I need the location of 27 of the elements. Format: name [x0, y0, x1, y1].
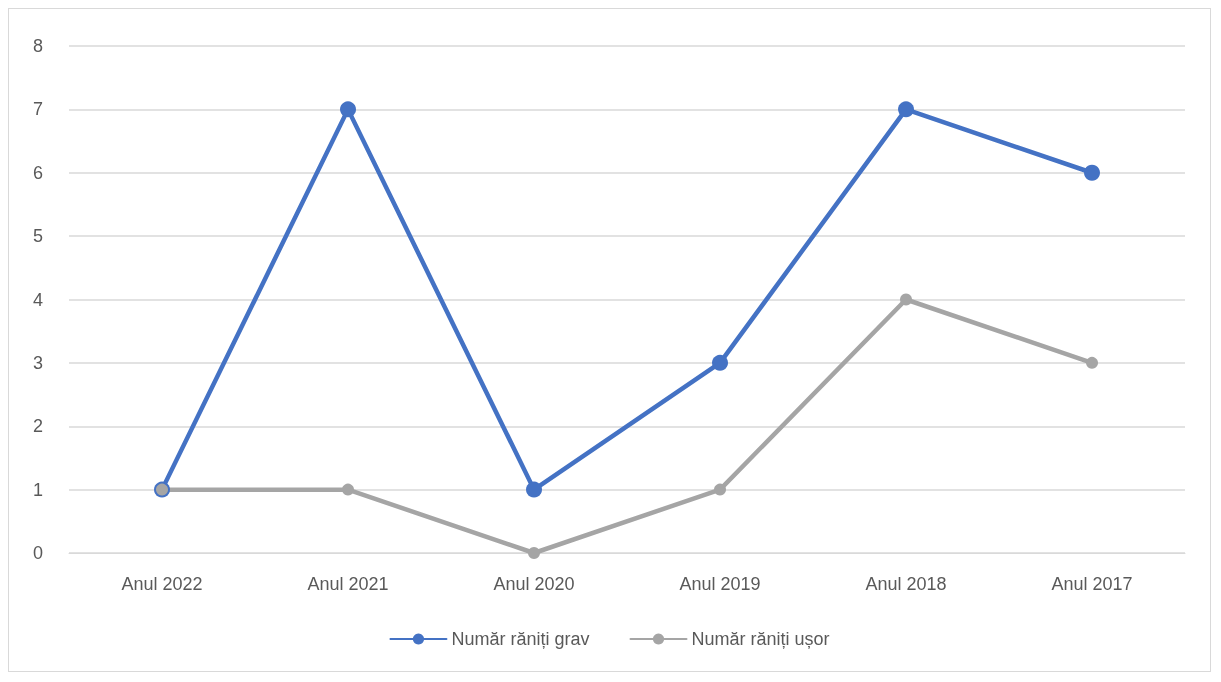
- legend-label: Număr răniți ușor: [691, 629, 830, 649]
- x-tick-label: Anul 2017: [1051, 574, 1133, 594]
- y-tick-label: 1: [32, 479, 43, 500]
- x-tick-label: Anul 2018: [865, 574, 947, 594]
- point: [900, 293, 912, 306]
- point: [1086, 356, 1098, 369]
- point: [342, 483, 354, 496]
- legend-label: Număr răniți grav: [451, 629, 590, 649]
- y-tick-label: 8: [32, 36, 43, 56]
- y-tick-label: 4: [32, 289, 43, 310]
- x-tick-label: Anul 2021: [307, 574, 389, 594]
- y-tick-label: 0: [32, 543, 43, 563]
- point: [712, 354, 728, 371]
- y-tick-label: 7: [32, 99, 43, 120]
- x-tick-label: Anul 2020: [493, 574, 575, 594]
- y-tick-label: 6: [32, 162, 43, 183]
- y-tick-label: 3: [32, 352, 43, 373]
- point: [898, 101, 914, 118]
- point: [1084, 164, 1100, 181]
- x-tick-label: Anul 2022: [121, 574, 203, 594]
- point: [340, 101, 356, 118]
- y-tick-label: 2: [32, 416, 43, 437]
- point: [714, 483, 726, 496]
- x-tick-label: Anul 2019: [679, 574, 761, 594]
- point: [528, 547, 540, 559]
- y-tick-label: 5: [32, 226, 43, 247]
- point: [526, 481, 542, 498]
